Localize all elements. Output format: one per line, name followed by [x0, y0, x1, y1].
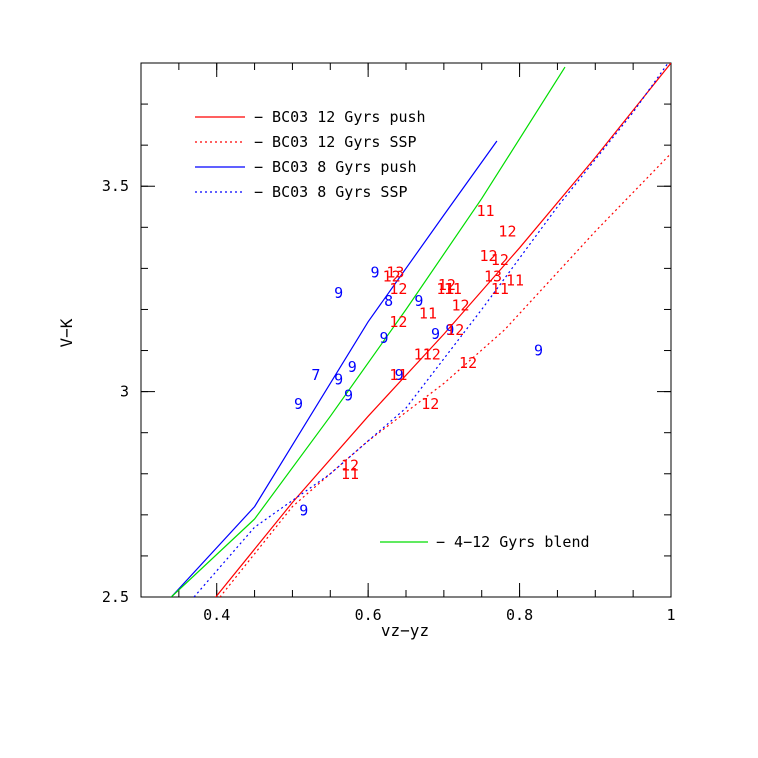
- legend-label-2: − BC03 8 Gyrs push: [254, 158, 417, 176]
- data-point-label: 9: [370, 263, 379, 281]
- data-point-label: 9: [334, 370, 343, 388]
- data-point-label: 9: [534, 342, 543, 360]
- x-axis-label: vz−yz: [381, 621, 429, 640]
- data-point-label: 12: [438, 276, 456, 294]
- data-point-label: 11: [419, 305, 437, 323]
- x-tick-label: 0.8: [506, 606, 533, 624]
- model-curves: [170, 63, 671, 597]
- data-point-label: 9: [395, 366, 404, 384]
- series-line-2: [170, 140, 498, 597]
- data-point-label: 11: [491, 280, 509, 298]
- data-point-label: 9: [380, 329, 389, 347]
- data-point-label: 12: [389, 313, 407, 331]
- legend-label-blend: − 4−12 Gyrs blend: [436, 533, 590, 551]
- data-point-label: 12: [451, 296, 469, 314]
- data-point-label: 9: [431, 325, 440, 343]
- y-tick-label: 3: [120, 383, 129, 401]
- data-point-label: 9: [445, 321, 454, 339]
- legend-label-1: − BC03 12 Gyrs SSP: [254, 133, 417, 151]
- x-tick-label: 0.4: [203, 606, 230, 624]
- y-tick-label: 2.5: [102, 588, 129, 606]
- data-point-label: 12: [341, 457, 359, 475]
- data-point-label: 12: [423, 346, 441, 364]
- data-point-label: 8: [384, 292, 393, 310]
- data-point-label: 13: [386, 263, 404, 281]
- data-point-label: 12: [421, 395, 439, 413]
- data-point-label: 11: [341, 465, 359, 483]
- data-point-label: 13: [484, 268, 502, 286]
- x-tick-label: 0.6: [355, 606, 382, 624]
- data-point-label: 9: [344, 387, 353, 405]
- y-tick-label: 3.5: [102, 177, 129, 195]
- x-tick-label: 1: [666, 606, 675, 624]
- series-line-4: [170, 66, 566, 597]
- data-point-label: 12: [389, 280, 407, 298]
- data-point-label: 12: [479, 247, 497, 265]
- legend-label-3: − BC03 8 Gyrs SSP: [254, 183, 408, 201]
- y-axis-label: V−K: [57, 318, 76, 347]
- data-point-label: 11: [444, 280, 462, 298]
- data-point-label: 9: [334, 284, 343, 302]
- data-point-label: 11: [389, 366, 407, 384]
- data-point-label: 7: [311, 366, 320, 384]
- series-line-0: [214, 63, 671, 597]
- data-point-label: 11: [506, 272, 524, 290]
- data-point-label: 9: [299, 502, 308, 520]
- data-point-label: 9: [348, 358, 357, 376]
- data-point-label: 12: [498, 222, 516, 240]
- series-line-1: [219, 152, 671, 597]
- data-point-label: 11: [436, 280, 454, 298]
- data-point-label: 11: [476, 202, 494, 220]
- axis-ticks: 0.4 0.6 0.8 1 2.5 3 3.5: [102, 62, 676, 624]
- data-point-label: 9: [414, 292, 423, 310]
- data-point-label: 12: [491, 251, 509, 269]
- data-point-label: 12: [446, 321, 464, 339]
- data-point-label: 9: [294, 395, 303, 413]
- data-point-label: 12: [459, 354, 477, 372]
- legend: − BC03 12 Gyrs push − BC03 12 Gyrs SSP − B…: [195, 108, 590, 551]
- data-point-label: 12: [383, 268, 401, 286]
- data-point-label: 11: [414, 346, 432, 364]
- legend-label-0: − BC03 12 Gyrs push: [254, 108, 426, 126]
